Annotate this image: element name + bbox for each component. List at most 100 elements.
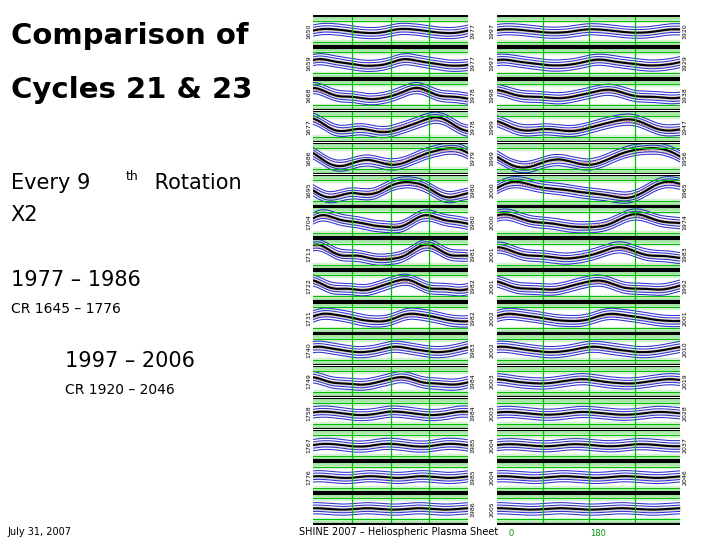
Bar (497, 233, 680, 238)
Text: 1929: 1929 (683, 55, 688, 71)
Text: 2000: 2000 (490, 214, 495, 230)
Bar (497, 20, 680, 22)
Bar (313, 137, 468, 143)
Bar (313, 275, 468, 277)
Text: 2028: 2028 (683, 406, 688, 421)
Bar (497, 397, 680, 403)
Bar (497, 466, 680, 468)
Bar (497, 339, 680, 341)
Text: 1974: 1974 (683, 214, 688, 230)
Bar (313, 422, 468, 424)
Bar (497, 116, 680, 118)
Bar (497, 201, 680, 206)
Bar (497, 519, 680, 525)
Text: Every 9: Every 9 (11, 173, 90, 193)
Text: 1992: 1992 (683, 278, 688, 294)
Bar (313, 84, 468, 86)
Bar (313, 454, 468, 456)
Text: 2037: 2037 (683, 437, 688, 453)
Bar (313, 105, 468, 111)
Bar (497, 456, 680, 461)
Bar (313, 429, 468, 435)
Text: 2003: 2003 (490, 406, 495, 421)
Text: Cycles 21 & 23: Cycles 21 & 23 (11, 76, 252, 104)
Bar (313, 296, 468, 302)
Bar (497, 231, 680, 233)
Bar (313, 15, 468, 21)
Bar (313, 486, 468, 488)
Bar (497, 42, 680, 47)
Bar (313, 147, 468, 150)
Text: 1695: 1695 (306, 183, 311, 198)
Text: 1956: 1956 (683, 151, 688, 166)
Bar (313, 466, 468, 468)
Text: 2001: 2001 (490, 246, 495, 262)
Bar (313, 360, 468, 366)
Text: 1985: 1985 (470, 437, 475, 453)
Bar (313, 179, 468, 181)
Text: 1749: 1749 (306, 374, 311, 389)
Bar (313, 366, 468, 371)
Bar (313, 167, 468, 170)
Text: 1686: 1686 (306, 151, 311, 166)
Bar (313, 270, 468, 275)
Bar (313, 206, 468, 212)
Bar (313, 488, 468, 493)
Bar (497, 334, 680, 339)
Bar (313, 519, 468, 525)
Text: 2001: 2001 (490, 278, 495, 294)
Bar (313, 40, 468, 42)
Text: 1984: 1984 (470, 374, 475, 389)
Text: 1982: 1982 (470, 278, 475, 294)
Bar (313, 307, 468, 309)
Bar (313, 424, 468, 429)
Text: 1978: 1978 (470, 119, 475, 134)
Bar (497, 307, 680, 309)
Bar (497, 174, 680, 180)
Bar (497, 422, 680, 424)
Text: 2005: 2005 (490, 501, 495, 517)
Bar (497, 296, 680, 302)
Text: 1947: 1947 (683, 119, 688, 134)
Bar (497, 211, 680, 213)
Text: July 31, 2007: July 31, 2007 (7, 527, 71, 537)
Bar (313, 238, 468, 244)
Text: 1920: 1920 (683, 23, 688, 39)
Bar (497, 359, 680, 361)
Bar (313, 518, 468, 520)
Text: X2: X2 (11, 205, 38, 225)
Bar (497, 73, 680, 79)
Bar (497, 392, 680, 397)
Bar (497, 169, 680, 174)
Bar (497, 366, 680, 371)
Bar (313, 20, 468, 22)
Bar (313, 174, 468, 180)
Bar (497, 206, 680, 212)
Text: 1767: 1767 (306, 437, 311, 453)
Text: 1713: 1713 (306, 246, 311, 262)
Text: 1983: 1983 (683, 246, 688, 262)
Text: 1984: 1984 (470, 406, 475, 421)
Bar (497, 265, 680, 270)
Bar (313, 47, 468, 52)
Text: 1979: 1979 (470, 151, 475, 166)
Bar (313, 390, 468, 393)
Text: 1668: 1668 (306, 87, 311, 103)
Bar (497, 493, 680, 498)
Bar (313, 104, 468, 106)
Bar (497, 434, 680, 436)
Text: SHINE 2007 – Heliospheric Plasma Sheet: SHINE 2007 – Heliospheric Plasma Sheet (299, 527, 498, 537)
Text: th: th (126, 170, 139, 183)
Text: Comparison of: Comparison of (11, 22, 248, 50)
Bar (313, 201, 468, 206)
Text: 2046: 2046 (683, 469, 688, 485)
Text: 1980: 1980 (470, 183, 475, 198)
Text: 1999: 1999 (490, 151, 495, 166)
Text: 2004: 2004 (490, 469, 495, 485)
Bar (497, 498, 680, 500)
Bar (313, 456, 468, 461)
Text: 1650: 1650 (306, 23, 311, 39)
Text: 2001: 2001 (683, 310, 688, 326)
Bar (497, 15, 680, 21)
Text: 0: 0 (509, 529, 514, 538)
